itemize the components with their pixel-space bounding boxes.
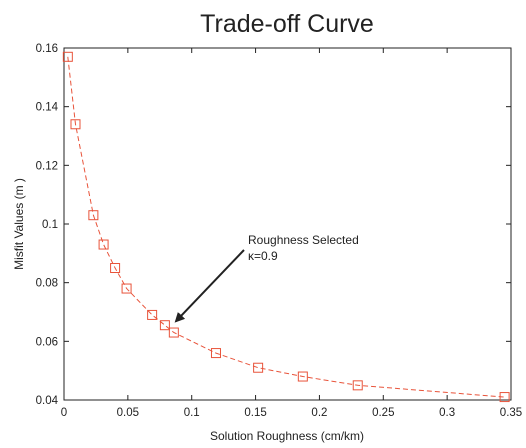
x-tick-label: 0.1 (184, 407, 200, 419)
chart-title: Trade-off Curve (200, 10, 374, 38)
plot-frame (63, 47, 512, 401)
data-point (253, 362, 264, 373)
y-tick-label: 0.1 (42, 219, 58, 231)
y-axis: 0.04 0.06 0.08 0.1 0.12 0.14 0.16 (36, 43, 511, 407)
y-tick-label: 0.16 (36, 43, 58, 55)
annotation-arrow (174, 249, 245, 323)
series-layer (62, 51, 510, 403)
annotation-line1: Roughness Selected (248, 233, 359, 247)
data-point (88, 210, 99, 221)
data-point (70, 119, 81, 130)
x-tick-label: 0.15 (244, 407, 266, 419)
series-line (67, 56, 505, 398)
data-point (159, 320, 170, 331)
data-point (499, 392, 510, 403)
annotation: Roughness Selected κ=0.9 (174, 233, 359, 323)
data-point (121, 283, 132, 294)
y-tick-label: 0.14 (36, 102, 59, 114)
data-point (62, 51, 73, 62)
plot-area (63, 47, 512, 401)
x-axis-label: Solution Roughness (cm/km) (210, 429, 364, 443)
x-tick-label: 0.25 (372, 407, 394, 419)
data-point (147, 309, 158, 320)
y-axis-label: Misfit Values (m ) (12, 178, 26, 270)
data-point (168, 327, 179, 338)
data-point (297, 371, 308, 382)
data-point (98, 239, 109, 250)
data-point (110, 263, 121, 273)
y-tick-label: 0.06 (36, 336, 58, 348)
annotation-line2: κ=0.9 (248, 249, 278, 263)
data-point (352, 380, 363, 391)
y-tick-label: 0.08 (36, 278, 58, 290)
y-tick-label: 0.12 (36, 160, 58, 172)
y-tick-label: 0.04 (36, 395, 59, 407)
x-axis: 0 0.05 0.1 0.15 0.2 0.25 0.3 0.35 (61, 48, 522, 419)
x-tick-label: 0.2 (311, 407, 327, 419)
data-point (210, 348, 221, 359)
x-tick-label: 0 (61, 407, 67, 419)
x-tick-label: 0.05 (117, 407, 139, 419)
x-tick-label: 0.35 (500, 407, 522, 419)
x-tick-label: 0.3 (439, 407, 455, 419)
